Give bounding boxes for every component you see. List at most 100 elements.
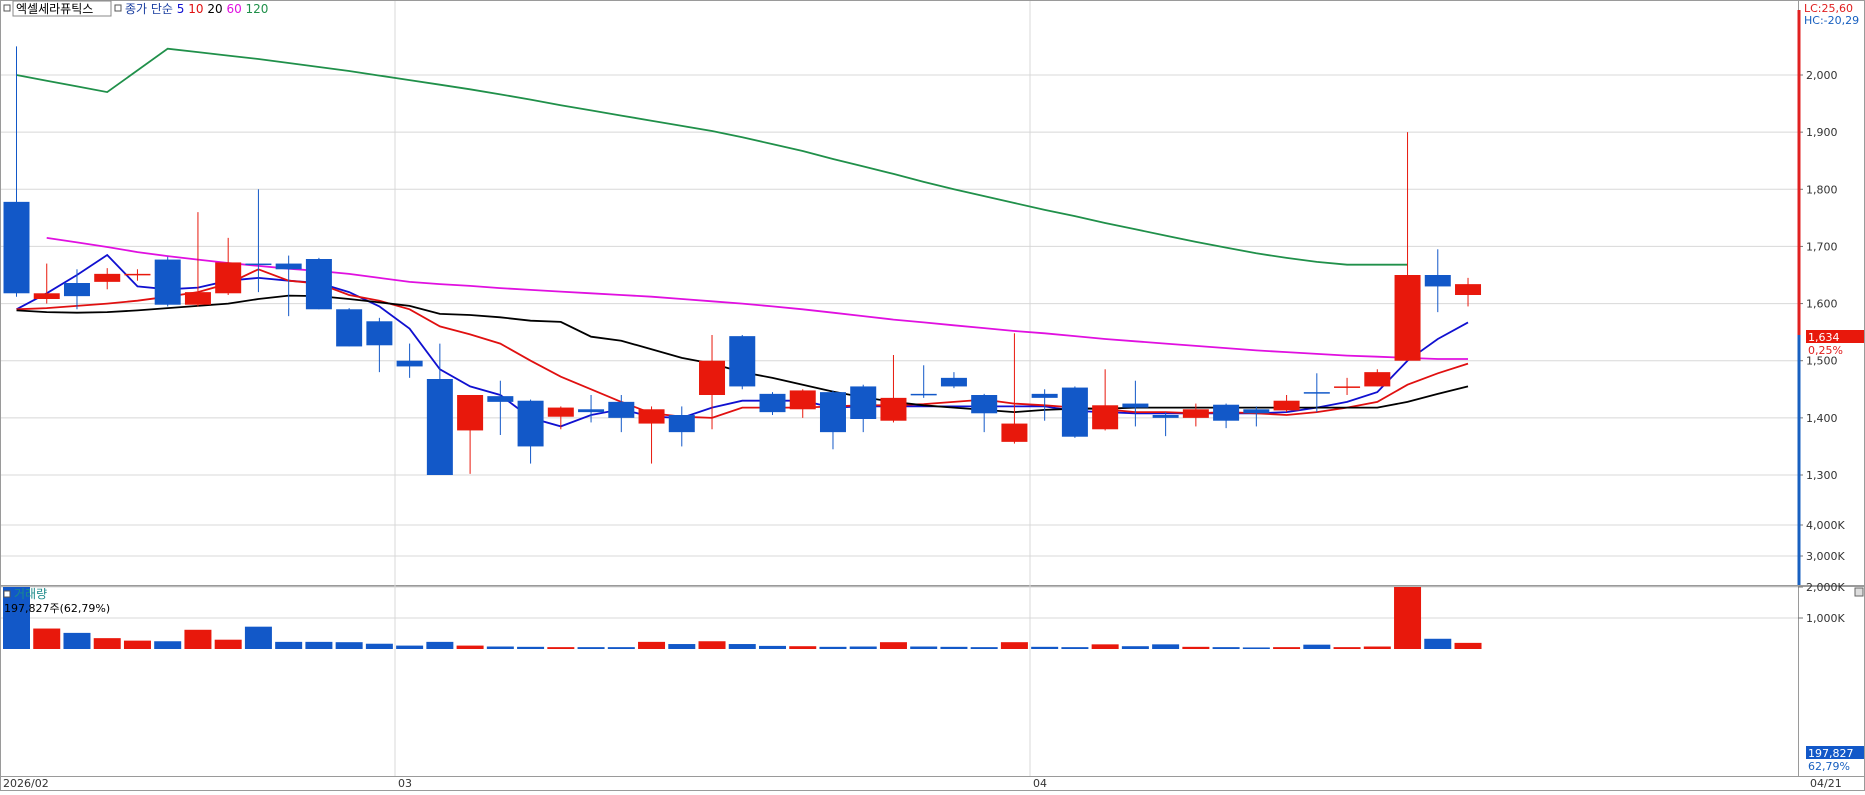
candle-body-3 [94, 273, 121, 282]
candle-body-24 [729, 336, 756, 387]
price-tick-label-1: 1,400 [1806, 412, 1838, 425]
price-tick-label-0: 1,300 [1806, 469, 1838, 482]
ma-legend-period-10: 10 [188, 2, 207, 16]
volume-bar-5 [154, 641, 182, 649]
volume-panel-collapse-icon[interactable] [1854, 587, 1864, 597]
volume-legend-square-icon[interactable] [3, 590, 11, 598]
volume-bar-46 [1394, 587, 1422, 649]
candle-33 [1001, 333, 1028, 444]
candle-body-46 [1394, 275, 1421, 361]
date-label-3: 04/21 [1810, 777, 1842, 790]
volume-bar-48 [1454, 642, 1482, 649]
candle-body-10 [305, 259, 332, 310]
volume-bar-20 [607, 647, 635, 649]
volume-tick-label-0: 1,000K [1806, 612, 1845, 625]
volume-bar-1 [33, 628, 61, 649]
candle-34 [1031, 389, 1058, 421]
volume-bar-13 [396, 645, 424, 649]
volume-bar-23 [698, 641, 726, 649]
ma-legend-period-120: 120 [246, 2, 269, 16]
candle-body-41 [1243, 409, 1270, 414]
volume-bar-11 [335, 642, 363, 649]
candle-body-22 [668, 415, 695, 433]
ma-legend-period-5: 5 [177, 2, 188, 16]
candle-43 [1303, 373, 1330, 413]
volume-tick-label-1: 2,000K [1806, 581, 1845, 594]
candle-body-32 [971, 395, 998, 414]
date-label-2: 04 [1033, 777, 1047, 790]
date-axis: 2026/02 03 04 04/21 [3, 777, 1842, 790]
candle-body-9 [275, 263, 302, 270]
candle-body-21 [638, 409, 665, 424]
volume-bar-42 [1273, 647, 1301, 649]
current-volume-label: 197,827 [1808, 747, 1854, 760]
volume-bar-38 [1152, 644, 1180, 649]
candle-41 [1243, 406, 1270, 427]
candle-47 [1424, 249, 1451, 313]
candle-body-7 [215, 262, 242, 294]
candle-44 [1334, 377, 1361, 395]
candle-body-11 [336, 309, 363, 347]
candle-body-18 [547, 407, 574, 417]
candle-12 [366, 317, 393, 373]
candle-23 [699, 335, 726, 430]
candle-body-1 [33, 293, 60, 299]
candle-body-47 [1424, 275, 1451, 287]
volume-bar-47 [1424, 638, 1452, 649]
candle-body-5 [154, 259, 181, 305]
volume-bar-25 [759, 645, 786, 649]
candle-1 [33, 263, 60, 304]
volume-bar-24 [728, 644, 756, 649]
current-volume-pct-label: 62,79% [1808, 760, 1850, 773]
volume-bar-22 [668, 644, 696, 649]
volume-title: 거래량 [14, 587, 47, 601]
candle-body-12 [366, 321, 393, 346]
candle-2 [63, 269, 90, 310]
volume-legend: 거래량 197,827주(62,79%) [3, 587, 110, 615]
volume-bar-16 [486, 646, 514, 649]
candle-body-16 [487, 396, 514, 402]
volume-info: 197,827주(62,79%) [4, 602, 110, 615]
candle-6 [184, 212, 211, 307]
volume-bar-4 [123, 640, 151, 649]
volume-bar-41 [1242, 647, 1270, 649]
candle-body-17 [517, 400, 544, 447]
candle-21 [638, 406, 665, 464]
candle-7 [215, 237, 242, 295]
volume-panel-frame [0, 586, 1865, 777]
volume-bar-28 [849, 646, 877, 649]
volume-bar-9 [275, 641, 303, 649]
candle-46 [1394, 132, 1421, 361]
candle-body-48 [1455, 284, 1482, 295]
candle-14 [426, 343, 453, 475]
current-price-marker: 1,634 0,25% [1806, 330, 1864, 357]
candle-body-20 [608, 401, 635, 418]
date-label-1: 03 [398, 777, 412, 790]
candle-body-36 [1092, 405, 1119, 430]
candle-38 [1152, 412, 1179, 437]
candle-5 [154, 256, 181, 307]
stock-name-box[interactable] [12, 0, 112, 17]
volume-bar-33 [1000, 642, 1028, 649]
candle-36 [1092, 369, 1119, 431]
candle-body-34 [1031, 393, 1058, 398]
legend-square-icon[interactable] [3, 4, 11, 12]
candle-body-28 [850, 386, 877, 419]
volume-bar-45 [1363, 646, 1391, 649]
volume-bar-35 [1061, 647, 1089, 649]
candle-3 [94, 268, 121, 290]
candle-body-15 [457, 395, 484, 431]
candle-39 [1182, 403, 1209, 427]
stock-name: 엑셀세라퓨틱스 [16, 2, 93, 16]
candle-body-8 [245, 263, 272, 266]
candle-body-25 [759, 393, 786, 413]
candle-27 [819, 390, 846, 450]
ma-legend-square-icon[interactable] [114, 4, 122, 12]
volume-bar-40 [1212, 647, 1240, 649]
candle-28 [850, 384, 877, 433]
candle-35 [1061, 386, 1088, 438]
volume-bar-21 [638, 641, 666, 649]
candle-body-38 [1152, 415, 1179, 418]
